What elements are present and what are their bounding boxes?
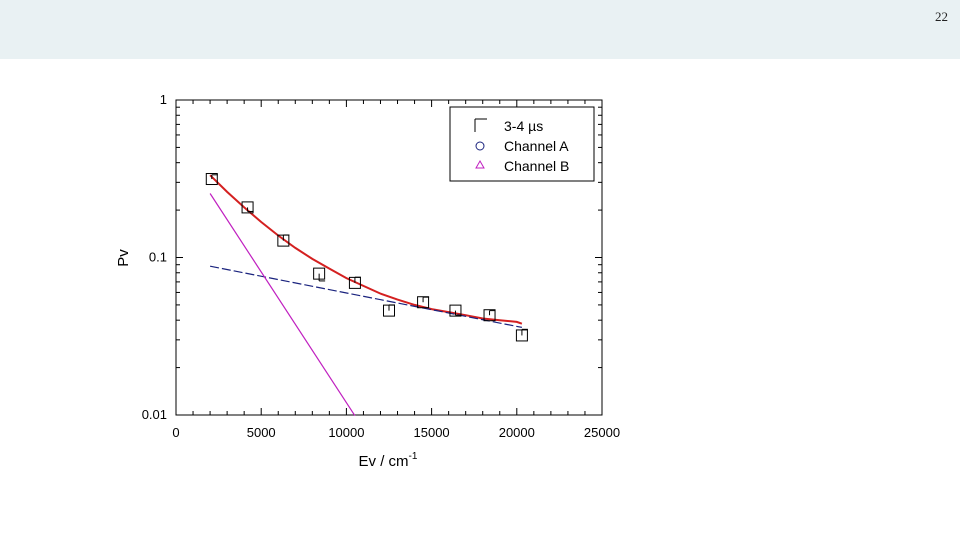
x-tick-label-3: 15000 [414,425,450,440]
fit-line-total [209,174,523,325]
y-tick-label-1: 0.1 [149,250,167,265]
legend-circle-marker [475,141,485,151]
legend-label-0: 3-4 µs [504,118,543,134]
legend-square-marker [474,118,487,132]
fit-curves [209,174,523,417]
x-axis-label-sup: -1 [409,451,418,462]
y-axis-label: Pv [115,249,132,267]
fit-line-channel-a [209,265,523,328]
x-tick-label-1: 5000 [247,425,276,440]
data-points [205,173,528,342]
plot-frame [175,99,603,416]
x-tick-label-5: 25000 [584,425,620,440]
x-tick-label-0: 0 [172,425,179,440]
data-point-8 [483,309,496,322]
data-point-7 [449,304,462,317]
legend: 3-4 µs Channel A Channel B [449,106,595,182]
x-axis-label: Ev / cm-1 [359,451,418,470]
x-axis-label-main: Ev / cm [359,453,409,470]
legend-triangle-marker [475,159,485,169]
y-tick-label-2: 1 [160,92,167,107]
data-point-1 [241,201,254,214]
y-tick-label-0: 0.01 [142,407,167,422]
legend-label-2: Channel B [504,158,569,174]
data-point-0 [205,173,218,186]
header-band [0,0,960,59]
fit-line-channel-b [209,193,356,417]
legend-box [449,106,595,182]
tick-labels: 0 5000 10000 15000 20000 25000 0.01 0.1 1 [142,92,620,440]
x-tick-label-4: 20000 [499,425,535,440]
legend-label-1: Channel A [504,138,569,154]
x-tick-label-2: 10000 [328,425,364,440]
slide-number: 22 [935,9,948,24]
